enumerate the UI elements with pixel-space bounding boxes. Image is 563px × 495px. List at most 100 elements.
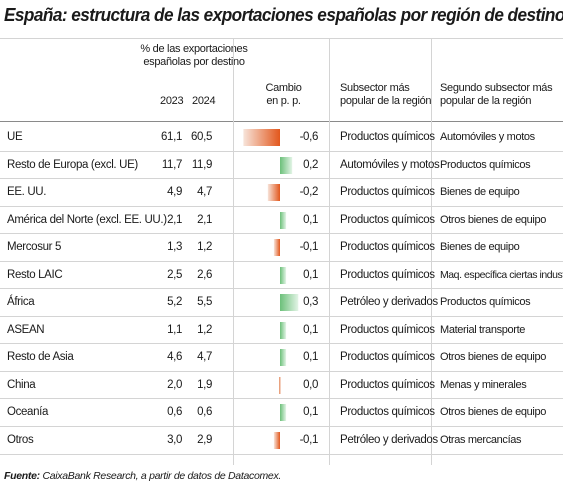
subsector-2: Productos químicos <box>440 159 531 171</box>
region-name: EE. UU. <box>7 186 47 198</box>
table-row: Resto LAIC 2,5 2,6 0,1 Productos químico… <box>0 263 563 288</box>
region-name: China <box>7 379 36 391</box>
row-rule <box>0 343 563 344</box>
region-name: Resto LAIC <box>7 269 63 281</box>
row-rule <box>0 206 563 207</box>
table-row: China 2,0 1,9 0,0 Productos químicos Men… <box>0 373 563 398</box>
value-2023: 2,5 <box>167 269 182 281</box>
subsector-2: Productos químicos <box>440 296 531 308</box>
change-bar <box>280 294 299 311</box>
region-name: Oceanía <box>7 406 49 418</box>
value-2023: 4,6 <box>167 351 182 363</box>
subsector-1: Productos químicos <box>340 186 435 198</box>
value-2023: 61,1 <box>161 131 182 143</box>
subsector-1: Productos químicos <box>340 379 435 391</box>
region-name: Resto de Europa (excl. UE) <box>7 159 138 171</box>
value-2023: 4,9 <box>167 186 182 198</box>
subsector-1: Petróleo y derivados <box>340 434 438 446</box>
header-sub2-line1: Segundo subsector más <box>440 82 553 94</box>
value-2024: 5,5 <box>197 296 212 308</box>
subsector-2: Bienes de equipo <box>440 241 520 253</box>
table-row: Mercosur 5 1,3 1,2 -0,1 Productos químic… <box>0 235 563 260</box>
header-sub1-line1: Subsector más <box>340 82 410 94</box>
value-2023: 11,7 <box>161 159 182 171</box>
row-rule <box>0 454 563 455</box>
table-row: ASEAN 1,1 1,2 0,1 Productos químicos Mat… <box>0 318 563 343</box>
change-bar <box>267 184 280 201</box>
row-rule <box>0 151 563 152</box>
change-bar <box>279 377 281 394</box>
subsector-1: Productos químicos <box>340 241 435 253</box>
header-pct-line2: españolas por destino <box>143 56 245 68</box>
header-cambio-line1: Cambio <box>265 82 302 94</box>
change-bar <box>280 212 287 229</box>
header-pct-line1: % de las exportaciones <box>140 43 248 55</box>
header-cambio: Cambio en p. p. <box>246 82 321 108</box>
region-name: África <box>7 296 35 308</box>
value-2024: 11,9 <box>191 159 212 171</box>
change-label: 0,1 <box>303 269 318 281</box>
region-name: ASEAN <box>7 324 45 336</box>
subsector-2: Otros bienes de equipo <box>440 406 547 418</box>
change-label: 0,2 <box>303 159 318 171</box>
header-sub2-line2: popular de la región <box>440 95 532 107</box>
value-2024: 60,5 <box>191 131 212 143</box>
region-name: UE <box>7 131 23 143</box>
change-bar <box>280 267 287 284</box>
header-subsector-2: Segundo subsector más popular de la regi… <box>440 82 553 108</box>
divider-change <box>329 38 330 465</box>
row-rule <box>0 316 563 317</box>
row-rule <box>0 398 563 399</box>
header-year-2023: 2023 <box>160 95 184 107</box>
change-bar <box>280 404 287 421</box>
subsector-1: Productos químicos <box>340 131 435 143</box>
table-row: África 5,2 5,5 0,3 Petróleo y derivados … <box>0 290 563 315</box>
table-row: Otros 3,0 2,9 -0,1 Petróleo y derivados … <box>0 428 563 453</box>
change-bar <box>280 322 287 339</box>
divider-subsectors <box>431 38 432 465</box>
change-bar <box>280 157 293 174</box>
subsector-2: Maq. específica ciertas industrias <box>440 269 563 281</box>
row-rule <box>0 178 563 179</box>
change-bar <box>280 349 287 366</box>
table-row: EE. UU. 4,9 4,7 -0,2 Productos químicos … <box>0 180 563 205</box>
region-name: Mercosur 5 <box>7 241 62 253</box>
source-note: Fuente: CaixaBank Research, a partir de … <box>4 470 281 482</box>
table-row: Resto de Europa (excl. UE) 11,7 11,9 0,2… <box>0 153 563 178</box>
change-label: -0,1 <box>299 434 319 446</box>
value-2024: 2,1 <box>197 214 212 226</box>
change-label: 0,1 <box>303 406 318 418</box>
subsector-1: Automóviles y motos <box>340 159 440 171</box>
region-name: América del Norte (excl. EE. UU.) <box>7 214 167 226</box>
change-bar <box>273 239 280 256</box>
value-2024: 4,7 <box>197 186 212 198</box>
source-label: Fuente: <box>4 470 40 482</box>
subsector-1: Productos químicos <box>340 351 435 363</box>
value-2024: 4,7 <box>197 351 212 363</box>
header-subsector-1: Subsector más popular de la región <box>340 82 432 108</box>
subsector-2: Otras mercancías <box>440 434 522 446</box>
header-year-2024: 2024 <box>192 95 216 107</box>
value-2024: 0,6 <box>197 406 212 418</box>
table-row: Resto de Asia 4,6 4,7 0,1 Productos quím… <box>0 345 563 370</box>
table-row: Oceanía 0,6 0,6 0,1 Productos químicos O… <box>0 400 563 425</box>
subsector-1: Productos químicos <box>340 214 435 226</box>
value-2024: 2,9 <box>197 434 212 446</box>
value-2023: 1,1 <box>167 324 182 336</box>
change-label: 0,1 <box>303 324 318 336</box>
change-label: 0,0 <box>303 379 318 391</box>
header-sub1-line2: popular de la región <box>340 95 432 107</box>
region-name: Resto de Asia <box>7 351 74 363</box>
header-cambio-line2: en p. p. <box>266 95 301 107</box>
change-bar <box>273 432 280 449</box>
value-2023: 5,2 <box>167 296 182 308</box>
region-name: Otros <box>7 434 34 446</box>
row-rule <box>0 261 563 262</box>
subsector-2: Automóviles y motos <box>440 131 535 143</box>
subsector-2: Otros bienes de equipo <box>440 214 547 226</box>
row-rule <box>0 233 563 234</box>
value-2024: 1,9 <box>197 379 212 391</box>
header-rule <box>0 121 563 122</box>
row-rule <box>0 371 563 372</box>
